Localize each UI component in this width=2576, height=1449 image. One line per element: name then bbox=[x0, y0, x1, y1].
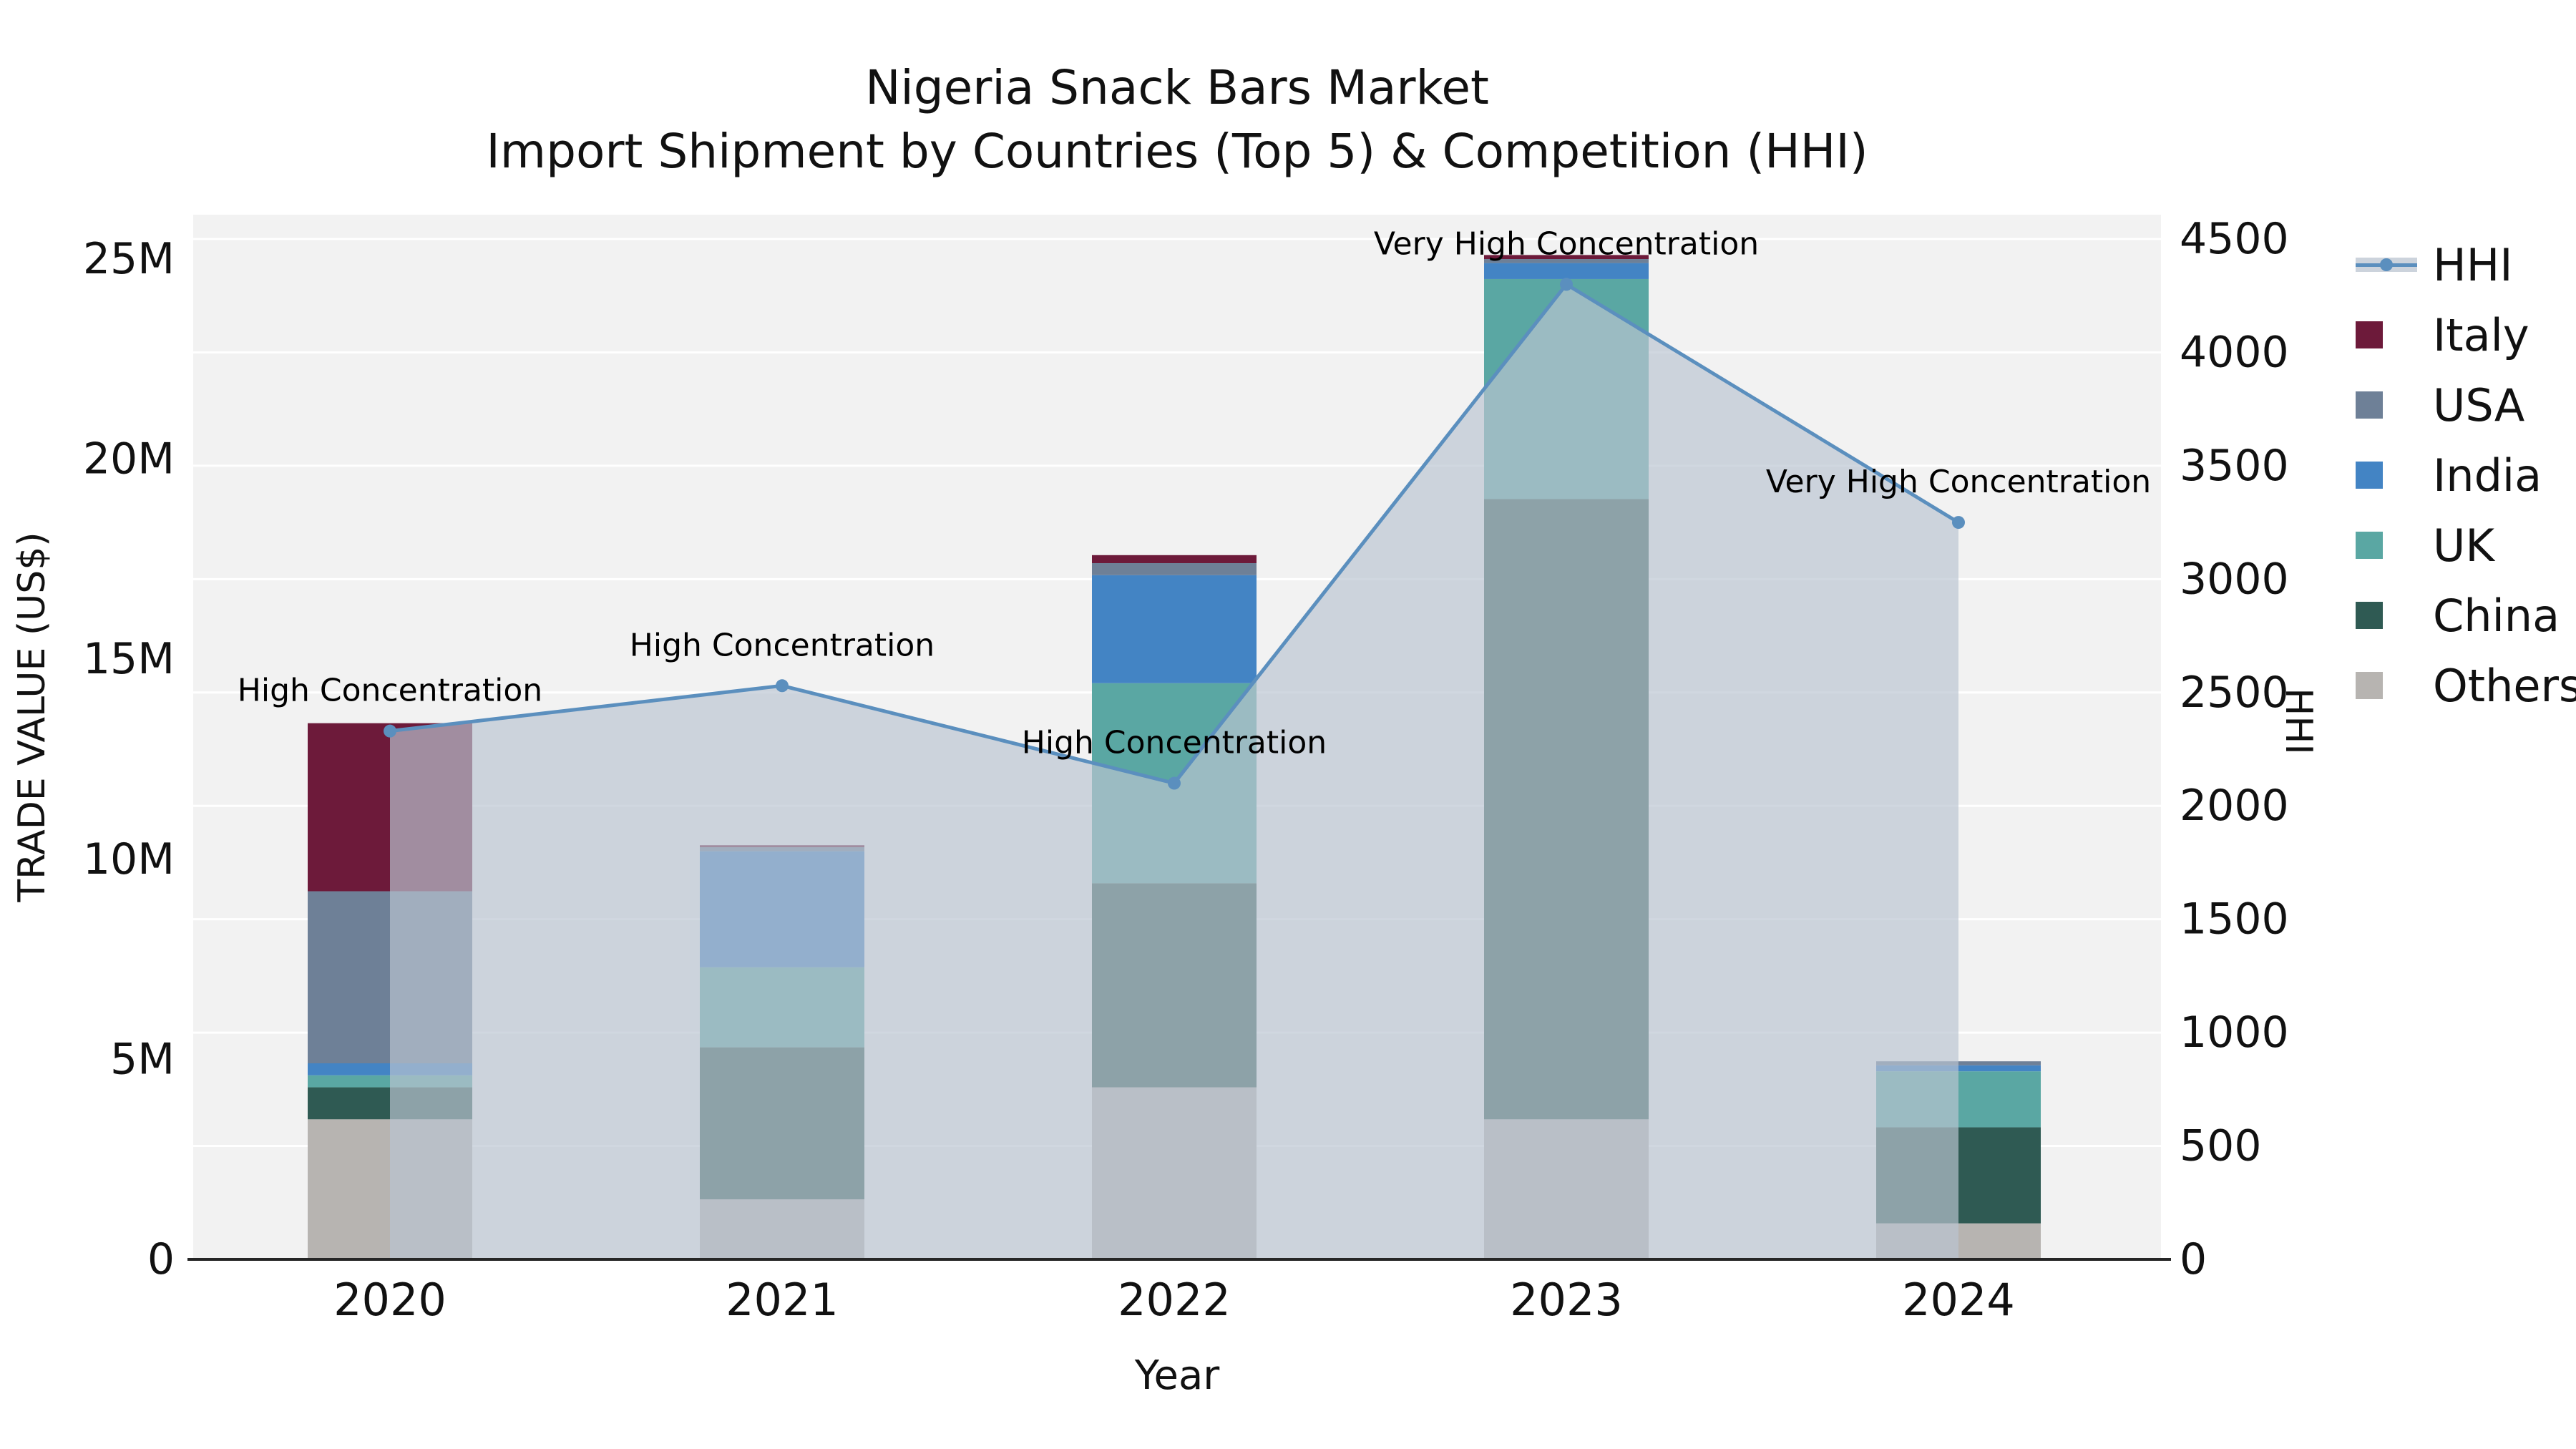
legend-item-india: India bbox=[2356, 449, 2576, 502]
legend-item-others: Others bbox=[2356, 660, 2576, 712]
legend-swatch-icon bbox=[2356, 321, 2417, 348]
bar-segment-usa-2022 bbox=[1092, 562, 1257, 575]
swatch-others bbox=[2356, 672, 2383, 699]
legend-label-india: India bbox=[2433, 449, 2542, 502]
chart-title-line1: Nigeria Snack Bars Market bbox=[865, 60, 1489, 115]
legend-label-others: Others bbox=[2433, 659, 2576, 712]
hhi-marker-2023 bbox=[1560, 278, 1573, 291]
legend-item-hhi: HHI bbox=[2356, 238, 2576, 291]
swatch-india bbox=[2356, 462, 2383, 489]
hhi-line-sample bbox=[2356, 251, 2417, 278]
hhi-annotation-2022: High Concentration bbox=[1022, 725, 1327, 761]
legend-swatch-icon bbox=[2356, 391, 2417, 419]
y-left-tick: 5M bbox=[110, 1034, 175, 1084]
hhi-marker-2020 bbox=[384, 724, 396, 738]
legend-label-usa: USA bbox=[2433, 379, 2525, 431]
y-right-tick: 0 bbox=[2180, 1234, 2207, 1284]
legend-swatch-icon bbox=[2356, 532, 2417, 559]
y-right-tick: 2000 bbox=[2180, 781, 2289, 831]
y-left-tick: 0 bbox=[147, 1234, 175, 1284]
y-right-tick: 2500 bbox=[2180, 668, 2289, 718]
y-right-tick: 500 bbox=[2180, 1121, 2262, 1171]
hhi-line-sample-part bbox=[2380, 258, 2393, 271]
legend-label-italy: Italy bbox=[2433, 308, 2529, 361]
swatch-usa bbox=[2356, 391, 2383, 419]
legend-item-usa: USA bbox=[2356, 379, 2576, 431]
y-right-tick: 4500 bbox=[2180, 214, 2289, 264]
legend-item-uk: UK bbox=[2356, 519, 2576, 572]
bar-segment-india-2023 bbox=[1484, 263, 1649, 279]
hhi-line-icon bbox=[2356, 251, 2417, 278]
y-left-tick: 25M bbox=[83, 234, 175, 284]
y-left-tick: 20M bbox=[83, 434, 175, 484]
x-tick-2020: 2020 bbox=[333, 1274, 447, 1326]
y-left-tick: 10M bbox=[83, 834, 175, 884]
y-left-tick: 15M bbox=[83, 634, 175, 684]
legend-label-uk: UK bbox=[2433, 519, 2495, 572]
y-right-tick: 4000 bbox=[2180, 327, 2289, 377]
legend-swatch-icon bbox=[2356, 462, 2417, 489]
swatch-china bbox=[2356, 602, 2383, 629]
x-tick-2023: 2023 bbox=[1510, 1274, 1623, 1326]
legend-swatch-icon bbox=[2356, 602, 2417, 629]
legend: HHI Italy USA India UK China Others bbox=[2356, 238, 2576, 712]
chart-title-line2: Import Shipment by Countries (Top 5) & C… bbox=[486, 124, 1868, 180]
y-right-tick: 1500 bbox=[2180, 894, 2289, 945]
y-right-tick: 3500 bbox=[2180, 441, 2289, 491]
hhi-annotation-2021: High Concentration bbox=[630, 627, 935, 663]
y-right-tick: 3000 bbox=[2180, 554, 2289, 604]
hhi-marker-2022 bbox=[1168, 776, 1181, 790]
swatch-italy bbox=[2356, 321, 2383, 348]
y-axis-label-right: HHI bbox=[2277, 688, 2320, 755]
legend-label-hhi: HHI bbox=[2433, 238, 2513, 291]
hhi-annotation-2024: Very High Concentration bbox=[1766, 464, 2151, 500]
legend-label-china: China bbox=[2433, 589, 2560, 642]
hhi-annotation-2023: Very High Concentration bbox=[1374, 225, 1759, 262]
legend-item-china: China bbox=[2356, 590, 2576, 642]
bar-segment-usa-2023 bbox=[1484, 259, 1649, 263]
y-axis-label-left: TRADE VALUE (US$) bbox=[11, 532, 54, 902]
bar-segment-italy-2023 bbox=[1484, 255, 1649, 259]
bar-segment-india-2022 bbox=[1092, 575, 1257, 683]
x-tick-2024: 2024 bbox=[1902, 1274, 2015, 1326]
chart-title: Nigeria Snack Bars Market Import Shipmen… bbox=[193, 56, 2161, 183]
bar-segment-italy-2022 bbox=[1092, 555, 1257, 563]
x-tick-2022: 2022 bbox=[1118, 1274, 1231, 1326]
hhi-annotation-2020: High Concentration bbox=[238, 673, 542, 709]
legend-swatch-icon bbox=[2356, 672, 2417, 699]
x-axis-label: Year bbox=[1134, 1352, 1220, 1399]
swatch-uk bbox=[2356, 532, 2383, 559]
x-tick-2021: 2021 bbox=[726, 1274, 839, 1326]
legend-item-italy: Italy bbox=[2356, 308, 2576, 361]
y-right-tick: 1000 bbox=[2180, 1008, 2289, 1058]
hhi-marker-2021 bbox=[776, 679, 789, 693]
hhi-area bbox=[390, 284, 1958, 1259]
hhi-marker-2024 bbox=[1952, 516, 1965, 530]
